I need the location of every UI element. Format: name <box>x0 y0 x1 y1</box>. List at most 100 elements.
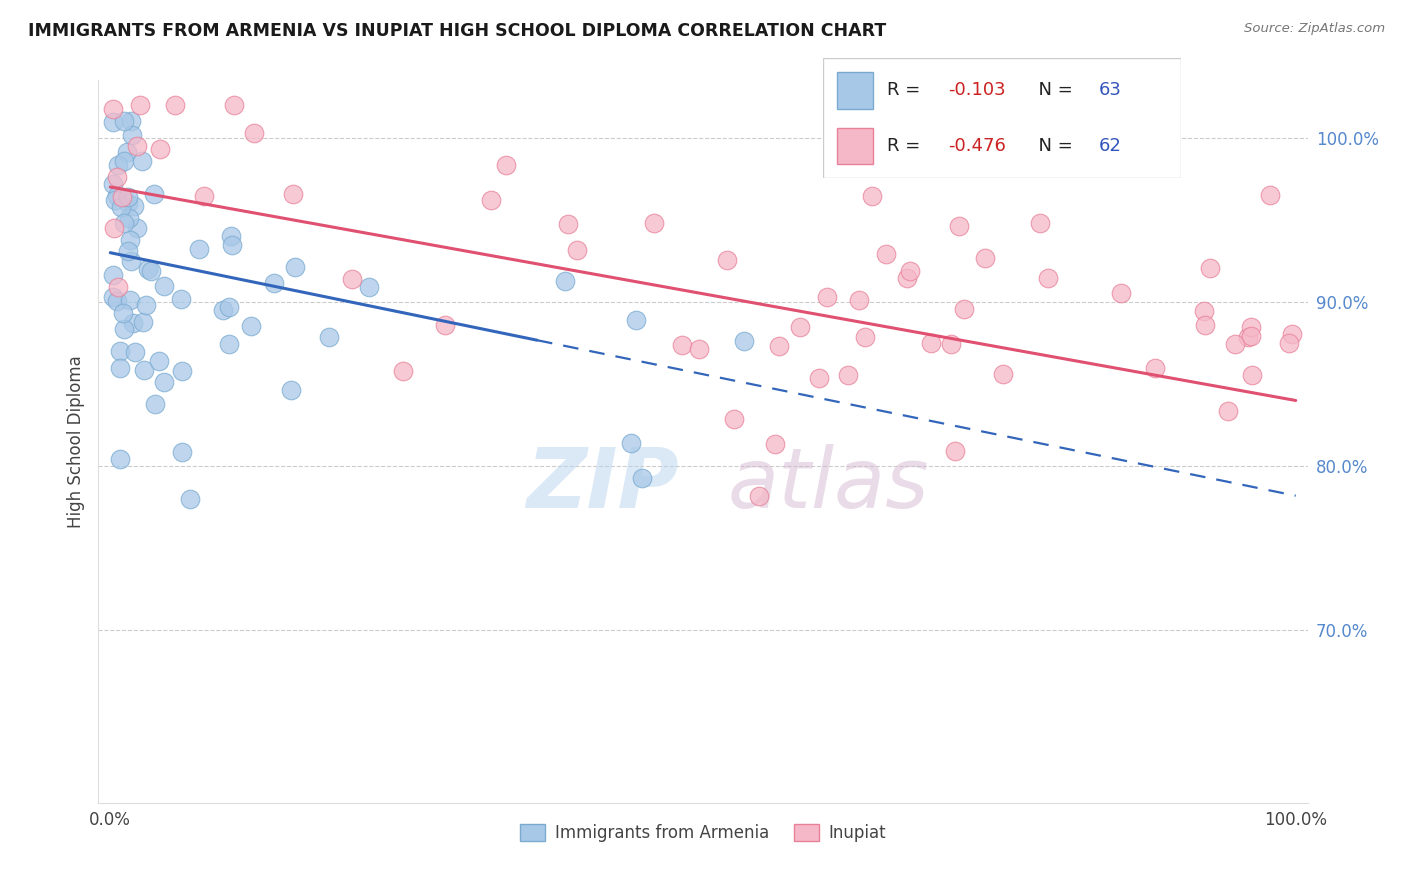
Point <box>221 238 243 252</box>
Text: -0.103: -0.103 <box>948 81 1005 100</box>
Point <box>107 280 129 294</box>
Text: R =: R = <box>887 81 927 100</box>
Point <box>723 412 745 426</box>
Point <box>630 471 652 485</box>
Point <box>1029 216 1052 230</box>
Point <box>1144 361 1167 376</box>
Point <box>280 384 302 398</box>
Point <box>112 216 135 230</box>
Point <box>193 188 215 202</box>
Text: N =: N = <box>1026 136 1078 155</box>
Point <box>1278 335 1301 350</box>
Point <box>101 268 124 282</box>
Point <box>131 153 153 168</box>
Point <box>808 371 831 385</box>
Point <box>359 280 381 294</box>
Point <box>117 145 139 159</box>
Point <box>179 491 201 506</box>
Point <box>789 319 811 334</box>
Point <box>620 436 643 450</box>
Point <box>763 436 786 450</box>
Point <box>212 302 235 317</box>
Point <box>554 274 576 288</box>
Legend: Immigrants from Armenia, Inupiat: Immigrants from Armenia, Inupiat <box>513 817 893 848</box>
Point <box>340 271 363 285</box>
Point <box>110 200 132 214</box>
Point <box>1194 318 1216 332</box>
Point <box>108 343 131 358</box>
Point <box>557 217 579 231</box>
Point <box>243 126 266 140</box>
Point <box>953 302 976 317</box>
Point <box>132 315 155 329</box>
Point <box>848 293 870 307</box>
Point <box>1237 329 1260 343</box>
Point <box>218 300 240 314</box>
Point <box>688 343 710 357</box>
Point <box>1241 368 1264 382</box>
Point <box>240 318 263 333</box>
Point <box>733 334 755 348</box>
Point <box>643 215 665 229</box>
Point <box>118 211 141 225</box>
Point <box>224 98 246 112</box>
Point <box>565 243 588 257</box>
Point <box>120 253 142 268</box>
Point <box>920 336 942 351</box>
Point <box>149 142 172 156</box>
Point <box>127 221 149 235</box>
Point <box>1223 336 1246 351</box>
Text: 63: 63 <box>1098 81 1122 100</box>
Point <box>153 376 176 390</box>
Point <box>101 290 124 304</box>
FancyBboxPatch shape <box>837 72 873 109</box>
Point <box>943 443 966 458</box>
Point <box>170 445 193 459</box>
Point <box>1192 304 1215 318</box>
Point <box>284 260 307 274</box>
Y-axis label: High School Diploma: High School Diploma <box>67 355 86 528</box>
Point <box>135 298 157 312</box>
Point <box>114 322 136 336</box>
Point <box>188 242 211 256</box>
FancyBboxPatch shape <box>823 58 1181 178</box>
Point <box>101 178 124 192</box>
Point <box>263 276 285 290</box>
FancyBboxPatch shape <box>837 128 873 164</box>
Point <box>875 247 897 261</box>
Text: Source: ZipAtlas.com: Source: ZipAtlas.com <box>1244 22 1385 36</box>
Point <box>117 195 139 210</box>
Point <box>172 364 194 378</box>
Point <box>948 219 970 233</box>
Point <box>120 233 142 247</box>
Point <box>853 330 876 344</box>
Point <box>103 221 125 235</box>
Point <box>105 170 128 185</box>
Point <box>434 318 457 333</box>
Point <box>153 279 176 293</box>
Point <box>112 305 135 319</box>
Point <box>1281 326 1303 341</box>
Point <box>105 189 128 203</box>
Text: IMMIGRANTS FROM ARMENIA VS INUPIAT HIGH SCHOOL DIPLOMA CORRELATION CHART: IMMIGRANTS FROM ARMENIA VS INUPIAT HIGH … <box>28 22 886 40</box>
Point <box>118 293 141 307</box>
Point <box>748 489 770 503</box>
Point <box>142 186 165 201</box>
Point <box>110 189 132 203</box>
Point <box>163 98 186 112</box>
Point <box>148 354 170 368</box>
Point <box>120 114 142 128</box>
Text: atlas: atlas <box>727 444 929 525</box>
Point <box>128 98 150 112</box>
Point <box>1258 188 1281 202</box>
Point <box>391 364 413 378</box>
Point <box>122 199 145 213</box>
Point <box>105 293 128 308</box>
Point <box>1036 270 1059 285</box>
Point <box>837 368 859 382</box>
Point <box>1109 286 1132 301</box>
Point <box>281 187 304 202</box>
Point <box>107 158 129 172</box>
Point <box>898 134 921 148</box>
Point <box>860 188 883 202</box>
